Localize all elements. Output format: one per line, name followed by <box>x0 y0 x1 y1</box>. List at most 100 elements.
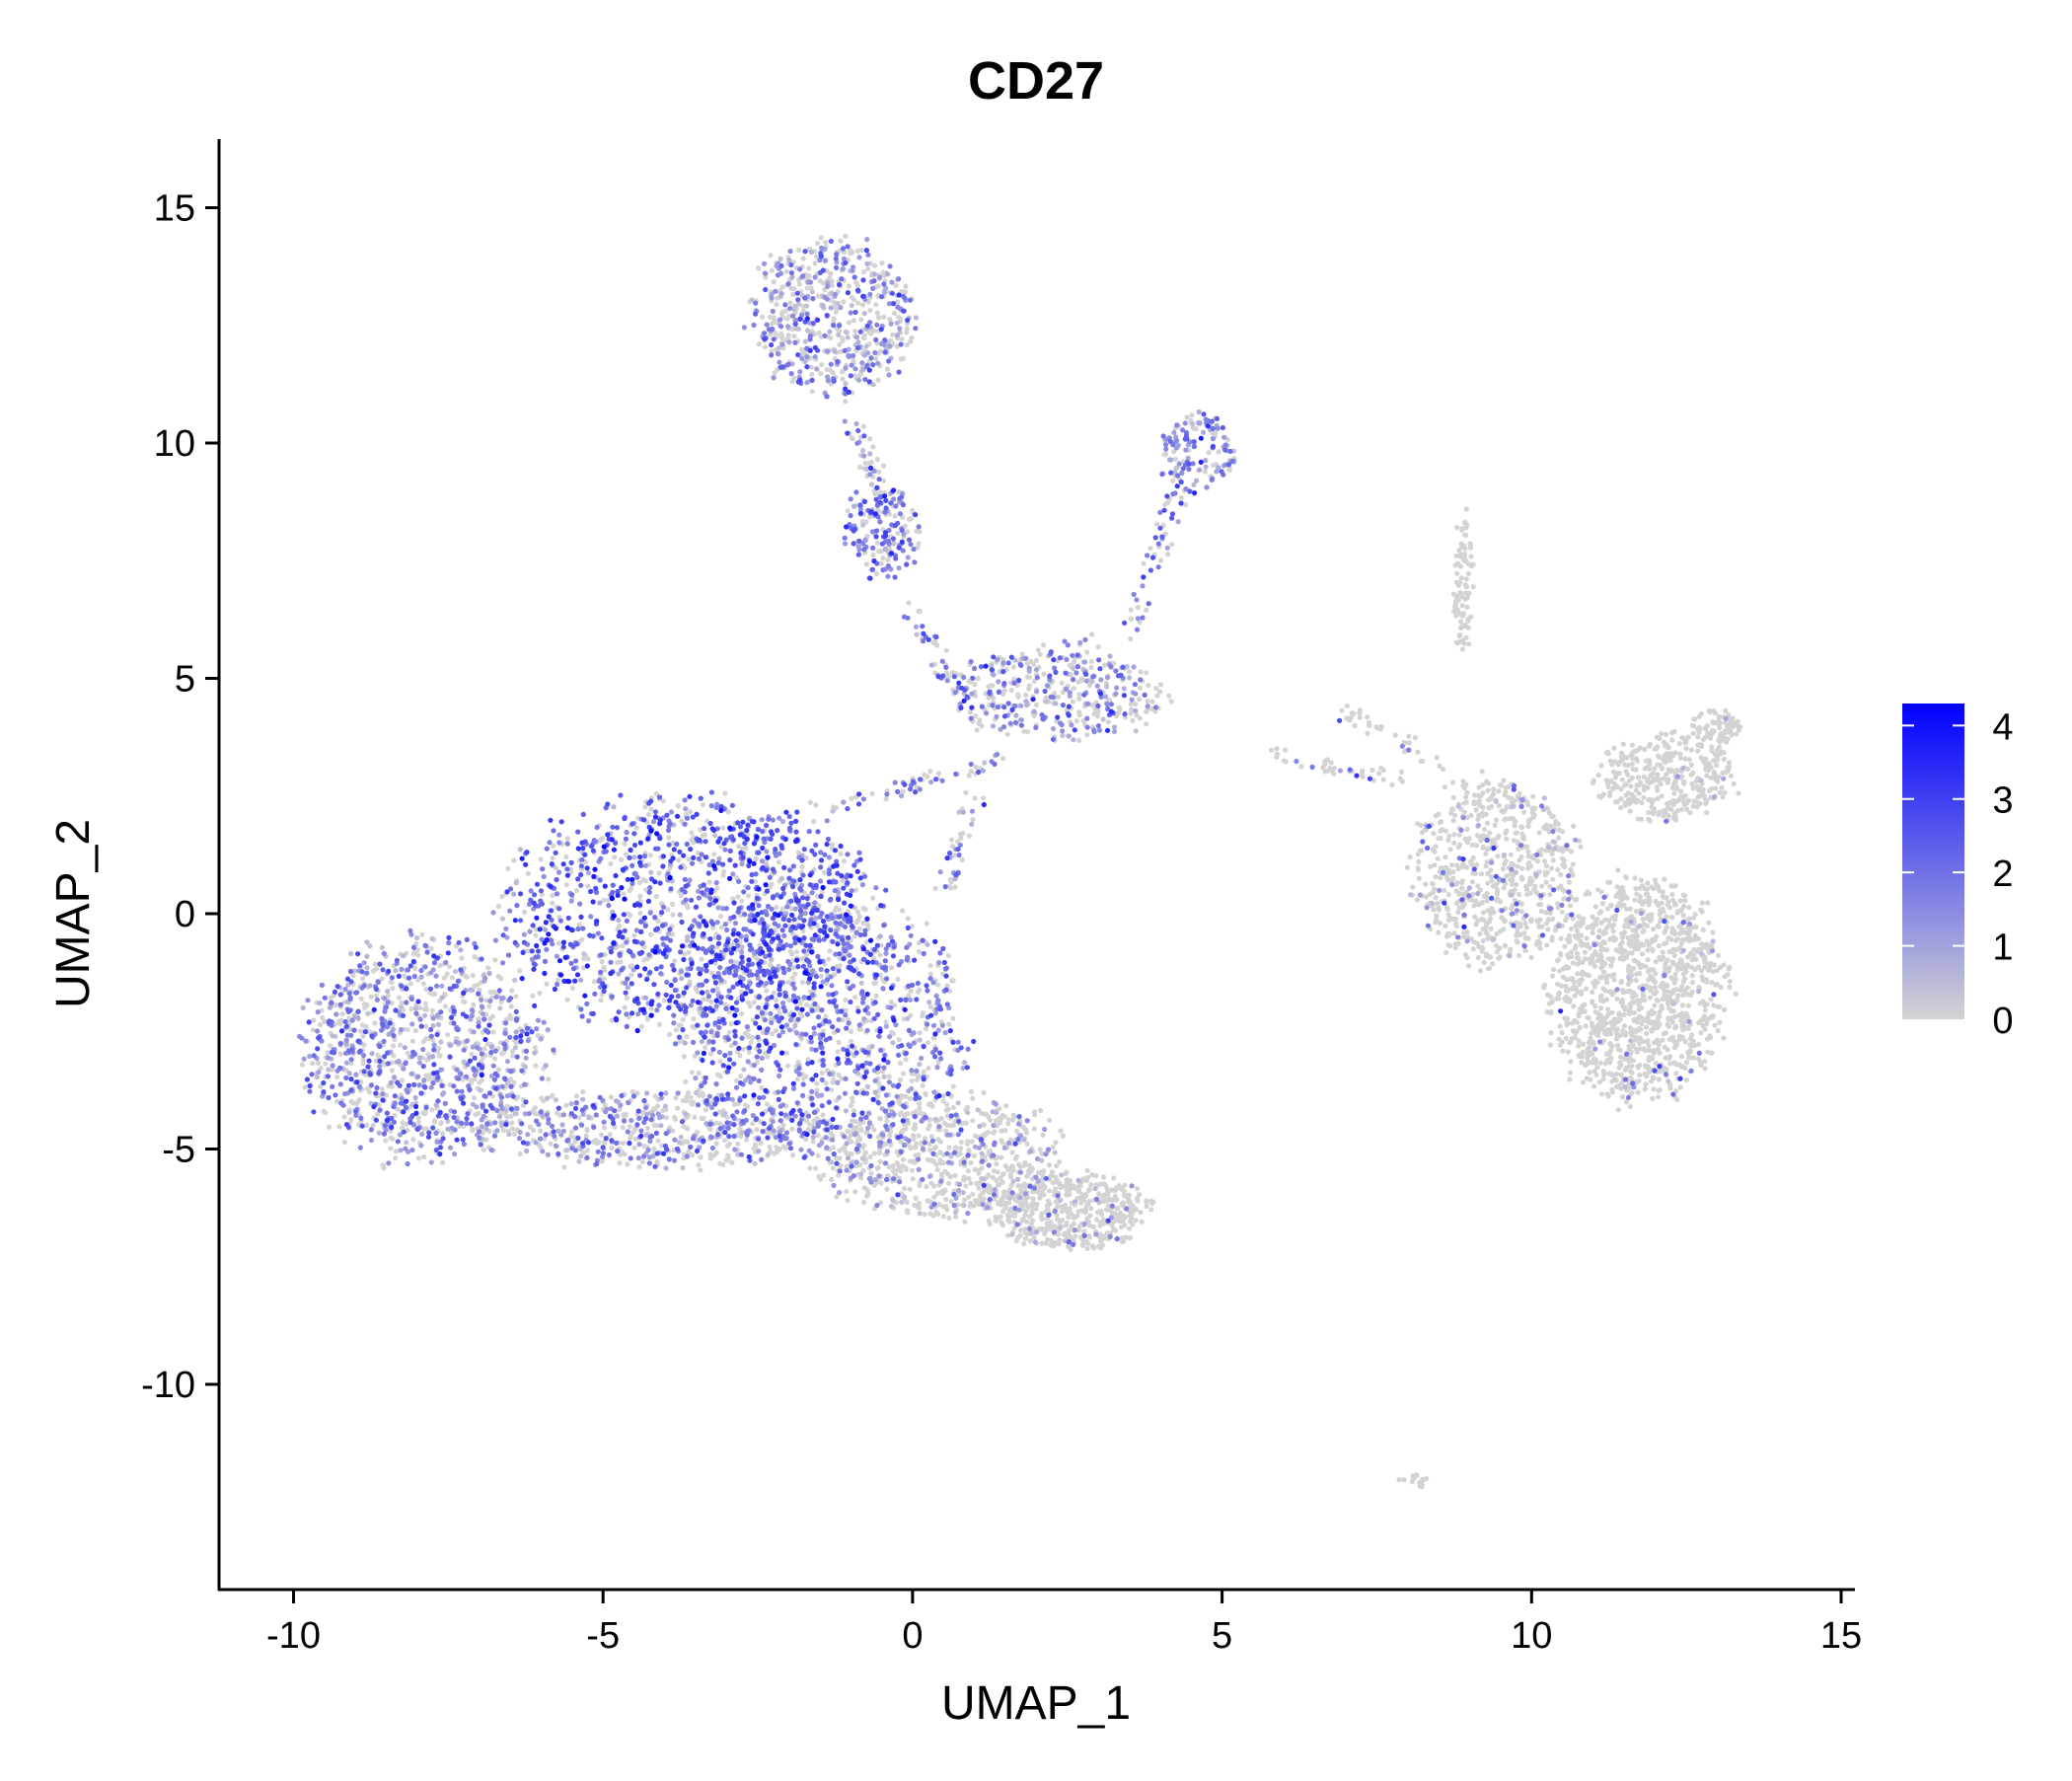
cell-point <box>868 1170 874 1176</box>
cell-point <box>1661 981 1666 987</box>
cell-point <box>862 1159 868 1165</box>
cell-point <box>1033 1206 1039 1212</box>
cell-point <box>1509 860 1515 866</box>
cell-point <box>849 1139 854 1145</box>
cell-point <box>1647 1047 1653 1054</box>
cell-point <box>1455 940 1461 946</box>
cell-point <box>1698 1018 1704 1024</box>
cell-point <box>854 282 861 288</box>
cell-point <box>688 1094 694 1100</box>
cell-point <box>965 1168 971 1174</box>
cell-point <box>535 1032 541 1039</box>
cell-point <box>916 1201 922 1207</box>
cell-point <box>1022 1159 1028 1165</box>
cell-point <box>1024 1173 1030 1179</box>
cell-point <box>953 1214 959 1220</box>
cell-point <box>1111 1175 1117 1181</box>
cell-point <box>1664 914 1669 920</box>
cell-point <box>538 1145 544 1150</box>
cell-point <box>1484 847 1491 853</box>
cell-point <box>1045 1198 1051 1204</box>
cell-point <box>651 1146 657 1151</box>
cell-point <box>592 979 598 985</box>
cell-point <box>1512 823 1517 829</box>
cell-point <box>323 1110 329 1116</box>
cell-point <box>442 1003 448 1009</box>
cell-point <box>469 1051 475 1057</box>
cell-point <box>1596 954 1602 960</box>
cell-point <box>1410 884 1416 890</box>
cell-point <box>1039 1225 1045 1231</box>
cell-point <box>1029 1165 1035 1171</box>
cell-point <box>602 1125 608 1131</box>
cell-point <box>417 1004 423 1011</box>
cell-point <box>1561 896 1567 902</box>
cell-point <box>1026 683 1032 689</box>
cell-point <box>1653 1019 1659 1025</box>
cell-point <box>1438 819 1443 826</box>
cell-point <box>1518 853 1524 860</box>
cell-point <box>725 1152 731 1158</box>
cell-point <box>625 1161 630 1167</box>
cell-point <box>735 1131 742 1137</box>
cell-point <box>1591 1041 1596 1047</box>
cell-point <box>568 866 574 872</box>
cell-point <box>1526 859 1532 866</box>
cell-point <box>1567 1040 1573 1046</box>
cell-point <box>366 1089 372 1095</box>
cell-point <box>537 990 543 997</box>
cell-point <box>1451 840 1457 847</box>
cell-point <box>390 986 396 992</box>
cell-point <box>1501 778 1507 783</box>
cell-point <box>840 877 846 884</box>
cell-point <box>935 1137 941 1143</box>
cell-point <box>1632 875 1638 881</box>
cell-point <box>824 1068 830 1074</box>
cell-point <box>1673 937 1679 943</box>
cell-point <box>800 256 806 261</box>
cell-point <box>901 1127 907 1133</box>
cell-point <box>619 856 625 862</box>
cell-point <box>1069 1224 1074 1229</box>
cell-point <box>775 1149 780 1154</box>
cell-point <box>1004 731 1010 737</box>
cell-point <box>1508 852 1514 857</box>
cell-point <box>1566 879 1573 885</box>
cell-point <box>905 1110 911 1117</box>
cell-point <box>838 851 844 857</box>
cell-point <box>990 1174 996 1180</box>
cell-point <box>908 988 914 994</box>
cell-point <box>972 1133 979 1139</box>
cell-point <box>689 1070 696 1076</box>
cell-point <box>1491 786 1497 792</box>
cell-point <box>475 982 481 988</box>
cell-point <box>1616 1065 1622 1071</box>
cell-point <box>1588 1076 1593 1082</box>
cell-point <box>1446 930 1452 937</box>
cell-point <box>383 1138 389 1144</box>
cell-point <box>1652 985 1658 991</box>
cell-point <box>1619 1094 1626 1100</box>
cell-point <box>1682 898 1688 904</box>
cell-point <box>930 1035 936 1041</box>
cell-point <box>568 1129 575 1135</box>
cell-point <box>1064 1223 1070 1228</box>
cell-point <box>373 966 379 972</box>
cell-point <box>670 1128 676 1134</box>
cell-point <box>726 1141 732 1147</box>
cell-point <box>513 994 519 1000</box>
cell-point <box>601 976 607 982</box>
cell-point <box>1046 1162 1053 1168</box>
cell-point <box>1031 1109 1038 1115</box>
cell-point <box>1628 943 1634 949</box>
cell-point <box>1079 1242 1085 1248</box>
cell-point <box>1664 895 1669 901</box>
cell-point <box>1127 1213 1134 1219</box>
cell-point <box>995 1182 1001 1188</box>
cell-point <box>1586 1039 1591 1046</box>
cell-point <box>511 1079 517 1085</box>
cell-point <box>706 879 712 885</box>
cell-point <box>960 1120 966 1126</box>
cell-point <box>1563 1035 1569 1041</box>
cell-point <box>1012 1196 1018 1203</box>
